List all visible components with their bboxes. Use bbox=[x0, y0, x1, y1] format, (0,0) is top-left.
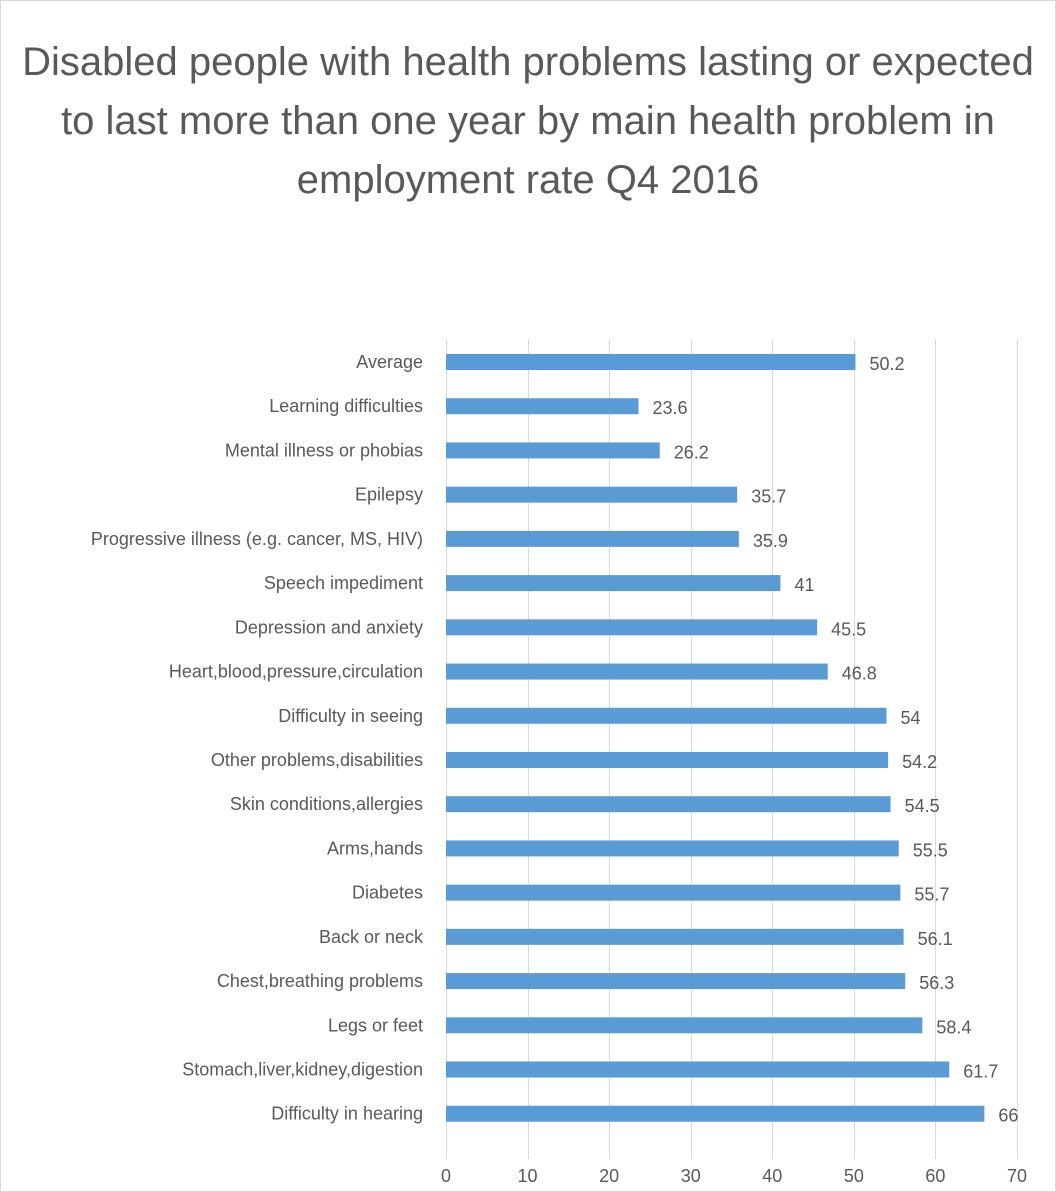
data-label: 56.3 bbox=[919, 973, 954, 993]
data-label: 45.5 bbox=[831, 619, 866, 639]
data-label: 46.8 bbox=[842, 664, 877, 684]
data-label: 54.2 bbox=[902, 752, 937, 772]
gridlines bbox=[446, 339, 1018, 1159]
category-label: Heart,blood,pressure,circulation bbox=[169, 662, 423, 682]
bar bbox=[446, 707, 887, 724]
category-label: Legs or feet bbox=[328, 1015, 423, 1035]
bars bbox=[446, 354, 985, 1122]
bar bbox=[446, 530, 739, 547]
category-label: Skin conditions,allergies bbox=[230, 794, 423, 814]
bar bbox=[446, 751, 889, 768]
category-label: Arms,hands bbox=[327, 838, 423, 858]
bar bbox=[446, 354, 856, 370]
bar bbox=[446, 486, 738, 503]
x-tick-label-30: 30 bbox=[681, 1166, 701, 1186]
data-labels: 50.2 23.6 26.2 35.7 35.9 41 45.5 46.8 54 54.2 54.5… bbox=[653, 354, 1019, 1126]
category-label: Speech impediment bbox=[264, 573, 423, 593]
category-label: Stomach,liver,kidney,digestion bbox=[182, 1060, 423, 1080]
x-tick-label-50: 50 bbox=[844, 1166, 864, 1186]
x-tick-label-60: 60 bbox=[925, 1166, 945, 1186]
category-label: Average bbox=[356, 352, 423, 372]
bar bbox=[446, 1061, 950, 1078]
bar bbox=[446, 840, 899, 857]
data-label: 55.5 bbox=[913, 840, 948, 860]
category-label: Depression and anxiety bbox=[235, 617, 423, 637]
data-label: 56.1 bbox=[918, 929, 953, 949]
data-label: 35.7 bbox=[751, 487, 786, 507]
bar bbox=[446, 796, 891, 813]
bar bbox=[446, 928, 904, 945]
bar bbox=[446, 575, 781, 592]
data-label: 35.9 bbox=[753, 531, 788, 551]
bar bbox=[446, 619, 818, 636]
category-label: Back or neck bbox=[319, 927, 424, 947]
data-label: 58.4 bbox=[936, 1017, 971, 1037]
category-label: Epilepsy bbox=[355, 485, 423, 505]
x-tick-label-70: 70 bbox=[1007, 1166, 1027, 1186]
category-label: Progressive illness (e.g. cancer, MS, HI… bbox=[91, 529, 423, 549]
category-label: Mental illness or phobias bbox=[225, 440, 423, 460]
data-label: 54.5 bbox=[905, 796, 940, 816]
category-label: Diabetes bbox=[352, 883, 423, 903]
x-tick-label-40: 40 bbox=[762, 1166, 782, 1186]
bar bbox=[446, 884, 901, 901]
data-label: 55.7 bbox=[914, 885, 949, 905]
data-label: 66 bbox=[998, 1106, 1018, 1126]
bar bbox=[446, 1105, 985, 1122]
category-labels: Average Learning difficulties Mental illne… bbox=[91, 352, 424, 1124]
data-label: 61.7 bbox=[963, 1062, 998, 1082]
bar bbox=[446, 663, 828, 680]
data-label: 41 bbox=[794, 575, 814, 595]
bar bbox=[446, 442, 660, 459]
x-axis-tick-labels: 0 10 20 30 40 50 60 70 bbox=[441, 1166, 1027, 1186]
data-label: 26.2 bbox=[674, 442, 709, 462]
category-label: Difficulty in hearing bbox=[271, 1104, 423, 1124]
x-tick-label-10: 10 bbox=[518, 1166, 538, 1186]
chart-title: Disabled people with health problems las… bbox=[22, 40, 1034, 202]
category-label: Difficulty in seeing bbox=[278, 706, 423, 726]
category-label: Chest,breathing problems bbox=[217, 971, 423, 991]
bar bbox=[446, 973, 906, 990]
data-label: 23.6 bbox=[653, 398, 688, 418]
bar bbox=[446, 1017, 923, 1034]
x-tick-label-20: 20 bbox=[599, 1166, 619, 1186]
category-label: Other problems,disabilities bbox=[211, 750, 423, 770]
category-label: Learning difficulties bbox=[269, 396, 423, 416]
data-label: 54 bbox=[900, 708, 920, 728]
x-tick-label-0: 0 bbox=[441, 1166, 451, 1186]
data-label: 50.2 bbox=[869, 354, 904, 374]
bar bbox=[446, 398, 639, 415]
